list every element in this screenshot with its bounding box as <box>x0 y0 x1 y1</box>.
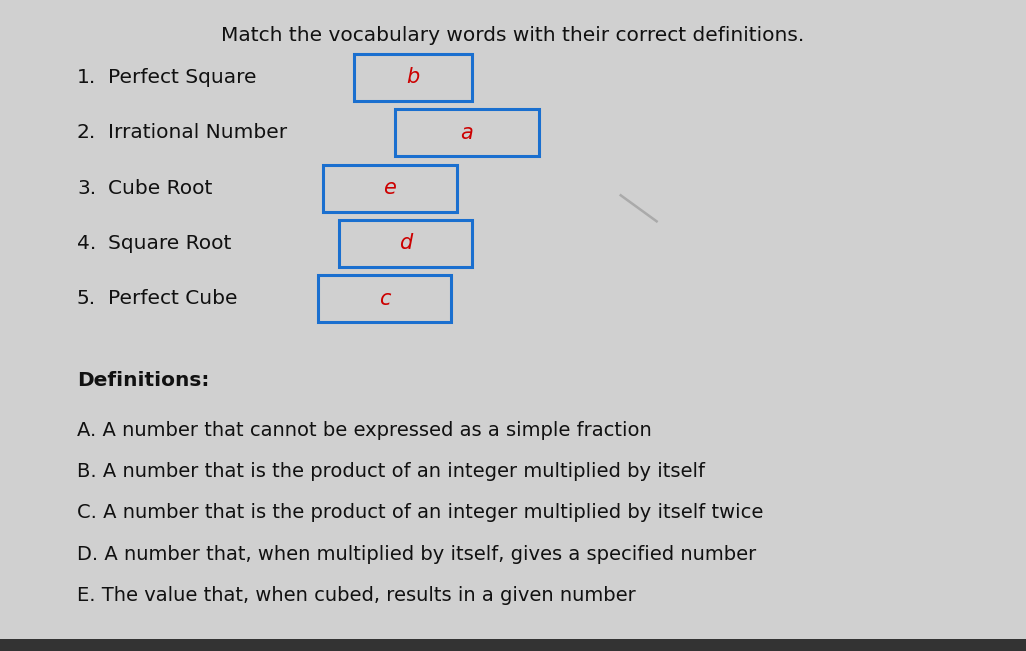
Text: a: a <box>461 123 473 143</box>
Text: b: b <box>406 68 420 87</box>
Text: e: e <box>384 178 396 198</box>
Bar <box>318 275 451 322</box>
Text: D. A number that, when multiplied by itself, gives a specified number: D. A number that, when multiplied by its… <box>77 544 756 564</box>
Text: 5.: 5. <box>77 289 96 309</box>
Text: Match the vocabulary words with their correct definitions.: Match the vocabulary words with their co… <box>222 26 804 46</box>
Text: Definitions:: Definitions: <box>77 371 209 391</box>
Bar <box>395 109 539 156</box>
Text: A. A number that cannot be expressed as a simple fraction: A. A number that cannot be expressed as … <box>77 421 652 441</box>
Text: Perfect Cube: Perfect Cube <box>108 289 237 309</box>
Text: Square Root: Square Root <box>108 234 231 253</box>
Bar <box>323 165 457 212</box>
Text: 2.: 2. <box>77 123 96 143</box>
Text: E. The value that, when cubed, results in a given number: E. The value that, when cubed, results i… <box>77 585 636 605</box>
Bar <box>339 220 472 267</box>
Bar <box>0 639 1026 651</box>
Text: B. A number that is the product of an integer multiplied by itself: B. A number that is the product of an in… <box>77 462 705 482</box>
Text: 1.: 1. <box>77 68 96 87</box>
Text: 3.: 3. <box>77 178 96 198</box>
Text: 4.: 4. <box>77 234 96 253</box>
Bar <box>354 54 472 101</box>
Text: Perfect Square: Perfect Square <box>108 68 256 87</box>
Text: d: d <box>399 234 411 253</box>
Text: Irrational Number: Irrational Number <box>108 123 287 143</box>
Text: c: c <box>379 289 391 309</box>
Text: C. A number that is the product of an integer multiplied by itself twice: C. A number that is the product of an in… <box>77 503 763 523</box>
Text: Cube Root: Cube Root <box>108 178 212 198</box>
